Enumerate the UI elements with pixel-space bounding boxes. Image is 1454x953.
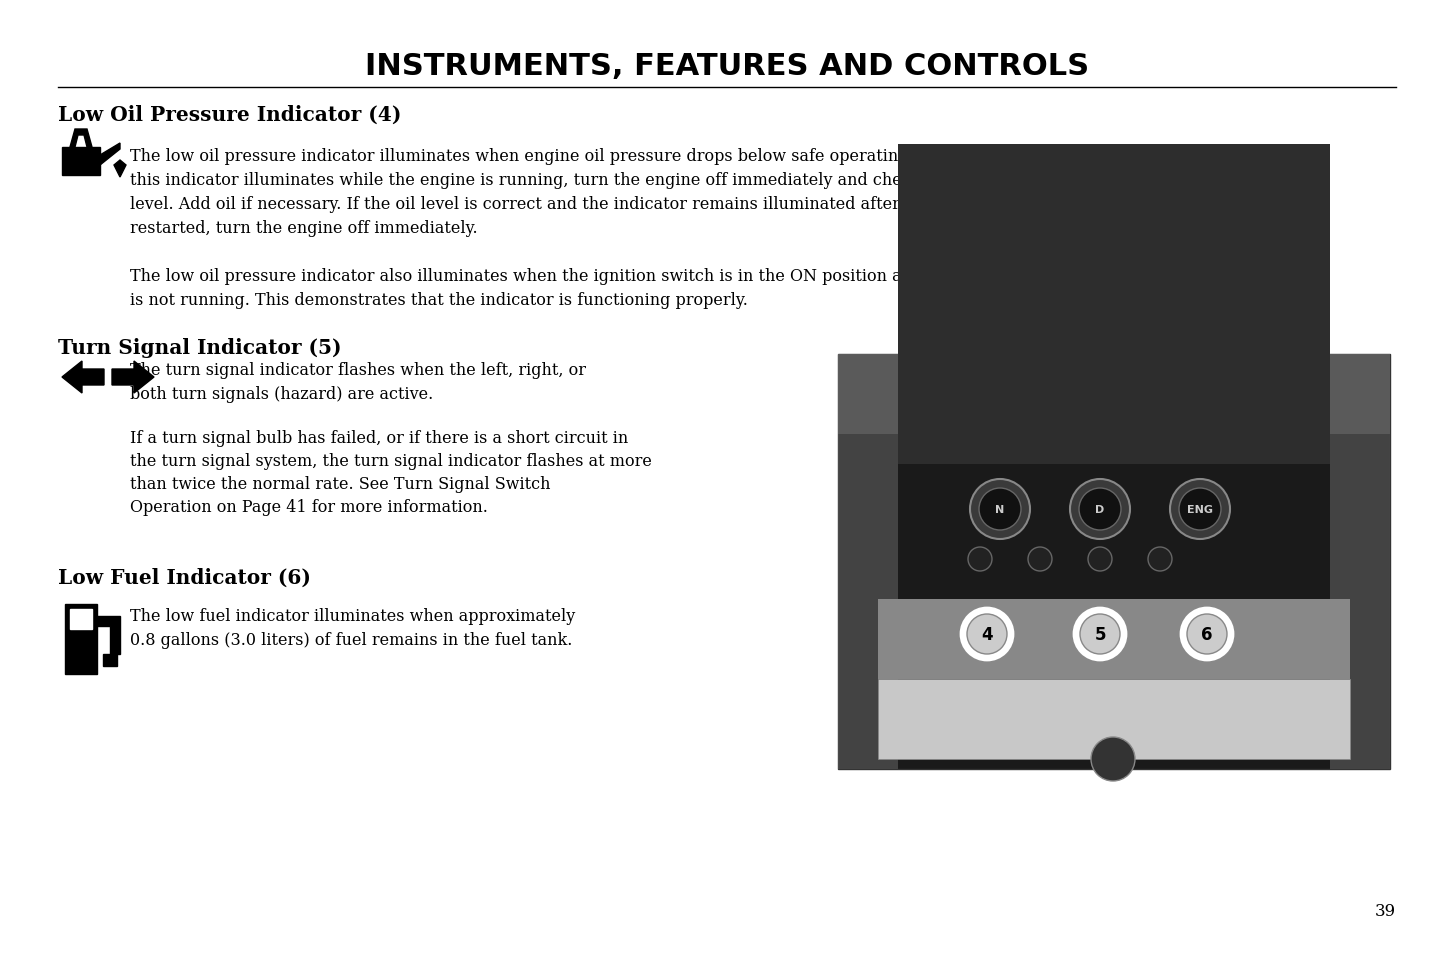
Text: The low fuel indicator illuminates when approximately
0.8 gallons (3.0 liters) o: The low fuel indicator illuminates when … xyxy=(129,607,576,648)
Circle shape xyxy=(1090,738,1136,781)
Polygon shape xyxy=(112,361,154,394)
Polygon shape xyxy=(70,130,92,148)
Circle shape xyxy=(1181,608,1233,660)
Circle shape xyxy=(967,615,1008,655)
Polygon shape xyxy=(113,161,126,178)
Text: The low oil pressure indicator also illuminates when the ignition switch is in t: The low oil pressure indicator also illu… xyxy=(129,268,1013,309)
Text: 5: 5 xyxy=(1095,625,1105,643)
Text: ENG: ENG xyxy=(1186,504,1213,515)
Text: The turn signal indicator flashes when the left, right, or
both turn signals (ha: The turn signal indicator flashes when t… xyxy=(129,361,586,403)
Polygon shape xyxy=(63,361,105,394)
Text: INSTRUMENTS, FEATURES AND CONTROLS: INSTRUMENTS, FEATURES AND CONTROLS xyxy=(365,52,1089,81)
Text: The low oil pressure indicator illuminates when engine oil pressure drops below : The low oil pressure indicator illuminat… xyxy=(129,148,1011,237)
Bar xyxy=(899,145,1330,464)
Circle shape xyxy=(979,489,1021,531)
Text: If a turn signal bulb has failed, or if there is a short circuit in
the turn sig: If a turn signal bulb has failed, or if … xyxy=(129,430,651,515)
Polygon shape xyxy=(63,148,100,175)
Text: Low Fuel Indicator (6): Low Fuel Indicator (6) xyxy=(58,567,311,587)
Text: 4: 4 xyxy=(981,625,993,643)
Text: 6: 6 xyxy=(1201,625,1213,643)
Circle shape xyxy=(1186,615,1227,655)
Text: N: N xyxy=(996,504,1005,515)
Circle shape xyxy=(1088,547,1112,572)
Polygon shape xyxy=(65,604,97,675)
Circle shape xyxy=(1149,547,1172,572)
Bar xyxy=(838,355,1390,769)
Circle shape xyxy=(1179,489,1221,531)
Polygon shape xyxy=(97,617,121,655)
Circle shape xyxy=(970,479,1029,539)
Text: Turn Signal Indicator (5): Turn Signal Indicator (5) xyxy=(58,337,342,357)
Circle shape xyxy=(1028,547,1053,572)
Circle shape xyxy=(1075,608,1125,660)
Circle shape xyxy=(968,547,992,572)
Circle shape xyxy=(1070,479,1130,539)
Text: Low Oil Pressure Indicator (4): Low Oil Pressure Indicator (4) xyxy=(58,105,401,125)
Polygon shape xyxy=(838,355,1390,435)
Text: 39: 39 xyxy=(1375,902,1396,919)
Circle shape xyxy=(961,608,1013,660)
Polygon shape xyxy=(70,609,92,629)
Polygon shape xyxy=(100,144,121,166)
Text: D: D xyxy=(1095,504,1105,515)
Bar xyxy=(878,599,1349,679)
Circle shape xyxy=(1170,479,1230,539)
Bar xyxy=(878,679,1349,760)
Bar xyxy=(838,355,899,769)
Polygon shape xyxy=(103,655,116,666)
Circle shape xyxy=(1079,489,1121,531)
Bar xyxy=(1330,355,1390,769)
Circle shape xyxy=(1080,615,1120,655)
